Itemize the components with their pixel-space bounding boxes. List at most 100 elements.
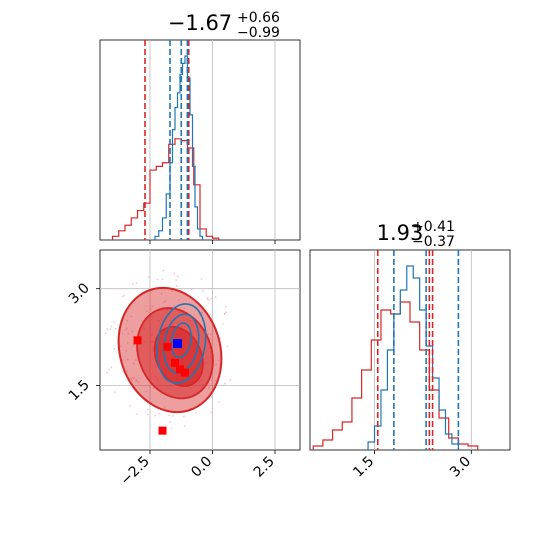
param2-hist-model-b [367,265,459,450]
param2-tick-label: 3.0 [447,454,474,481]
joint-sample-dot [215,363,217,366]
joint-sample-dot [183,425,186,427]
joint-sample-dot [104,332,107,335]
joint-sample-dot [210,411,212,414]
param1-histograms [111,55,220,240]
joint-sample-dot [113,348,116,350]
joint-sample-dot [109,328,112,331]
joint-sample-dot [126,358,129,361]
joint-sample-dot [176,275,179,278]
param1-ticks [149,240,276,244]
joint-contour-model-b-inner [170,322,192,359]
joint-sample-dot [132,362,135,365]
joint-sample-dot [136,413,138,416]
joint-sample-dot [151,305,154,308]
joint-sample-dot [129,404,132,407]
joint-sample-dot [209,337,212,340]
joint-sample-dot [224,311,227,314]
joint-sample-dot [208,299,211,301]
joint-sample-dot [168,414,171,417]
joint-sample-dot [145,390,148,393]
joint-sample-dot [149,308,152,311]
joint-sample-dot [135,358,137,361]
param1-quantile-lines [144,40,190,240]
joint-sample-dot [131,376,134,379]
joint-sample-dot [206,298,209,301]
joint-sample-dot [169,421,172,424]
param2-title-median: 1.93 [377,221,424,245]
joint-sample-dot [126,370,129,373]
param1-hist-model-b [154,55,204,240]
joint-sample-dot [175,279,178,282]
joint-sample-dot [108,368,110,371]
joint-sample-dot [217,359,220,362]
joint-sample-dot [135,282,138,284]
joint-sample-dot [119,345,122,348]
joint-sample-dot [178,299,180,301]
joint-sample-dot [123,294,126,297]
joint-sample-dot [183,307,186,310]
joint-sample-dot [154,414,157,417]
joint-sample-dot [161,278,164,281]
param2-tick-label: 1.5 [350,454,377,481]
joint-sample-dot [224,305,227,308]
joint-sample-marker [158,426,167,435]
joint-sample-dot [229,379,232,381]
joint-sample-marker [181,368,189,377]
joint-sample-dot [202,290,204,292]
joint-sample-dot [162,301,165,304]
param2-title-minus: −0.37 [412,234,455,250]
joint-sample-dot [146,408,149,411]
joint-sample-dot [113,391,116,394]
param1-title-plus: +0.66 [237,10,280,26]
joint-sample-dot [130,378,133,381]
joint-sample-dot [210,297,213,300]
joint-sample-dot [201,311,203,314]
joint-sample-marker [133,336,142,345]
param1-gridlines [149,40,276,240]
joint-sample-dot [190,288,193,291]
joint-y-tick-label: 1.5 [66,377,93,404]
joint-sample-marker [163,342,172,351]
param2-axes-frame [309,249,511,451]
param1-hist-model-a [111,138,220,240]
joint-sample-dot [156,278,159,281]
param1-title-minus: −0.99 [237,25,280,41]
joint-sample-dot [152,387,155,390]
joint-sample-marker [176,365,184,374]
joint-sample-dot [110,366,113,369]
param2-title: 1.93 [377,221,424,245]
joint-sample-dot [158,412,161,415]
joint-sample-dot [131,282,134,285]
joint-sample-dot [200,278,203,280]
param1-title-median: −1.67 [168,11,232,35]
joint-sample-dot [132,344,135,347]
joint-sample-dot [214,379,217,382]
joint-sample-dot [224,313,226,316]
joint-sample-dot [170,427,173,430]
joint-sample-dot [217,400,220,403]
joint-sample-dot [127,332,130,335]
joint-sample-dot [121,295,124,298]
joint-sample-dot [214,296,217,298]
joint-sample-dot [146,413,149,416]
joint-x-tick-label: 2.5 [251,454,278,481]
joint-sample-dot [195,411,198,414]
joint-sample-dot [126,319,129,322]
param2-ticks: 1.5 3.0 [350,450,474,481]
param2-histograms [312,265,479,450]
param1-marginal-panel: −1.67 +0.66 −0.99 [99,10,301,244]
joint-sample-dot [163,406,166,408]
joint-panel: −2.5 0.0 2.5 1.5 3.0 [66,249,301,489]
joint-sample-dot [125,327,128,330]
joint-sample-dot [162,269,165,272]
joint-sample-dot [114,328,117,330]
joint-x-tick-label: 0.0 [188,454,215,481]
joint-sample-dot [130,315,133,318]
joint-contour-model-b-outer [156,303,207,384]
joint-sample-dot [224,382,226,385]
joint-sample-dot [121,332,124,335]
param2-title-plus: +0.41 [412,219,455,235]
joint-truth-marker [173,339,182,349]
